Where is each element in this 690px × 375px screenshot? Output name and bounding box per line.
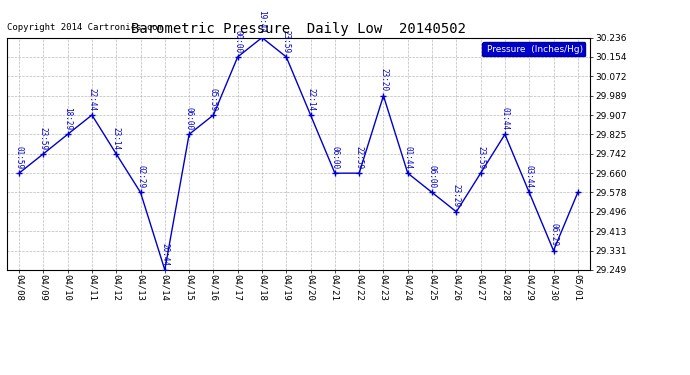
Text: 01:44: 01:44 — [500, 107, 509, 130]
Text: 02:29: 02:29 — [136, 165, 145, 188]
Title: Barometric Pressure  Daily Low  20140502: Barometric Pressure Daily Low 20140502 — [131, 22, 466, 36]
Text: 19:44: 19:44 — [257, 10, 266, 33]
Text: 06:00: 06:00 — [331, 146, 339, 169]
Text: 23:20: 23:20 — [379, 69, 388, 92]
Text: 01:44: 01:44 — [403, 146, 412, 169]
Text: 18:29: 18:29 — [63, 107, 72, 130]
Text: 23:59: 23:59 — [282, 30, 290, 53]
Text: 23:59: 23:59 — [476, 146, 485, 169]
Text: 22:44: 22:44 — [88, 88, 97, 111]
Text: 06:00: 06:00 — [428, 165, 437, 188]
Text: Copyright 2014 Cartronics.com: Copyright 2014 Cartronics.com — [7, 22, 163, 32]
Text: 05:59: 05:59 — [209, 88, 218, 111]
Text: 23:14: 23:14 — [112, 127, 121, 150]
Text: 06:29: 06:29 — [549, 223, 558, 246]
Text: 03:44: 03:44 — [524, 165, 534, 188]
Text: 01:59: 01:59 — [14, 146, 23, 169]
Text: 22:59: 22:59 — [355, 146, 364, 169]
Text: 00:00: 00:00 — [233, 30, 242, 53]
Legend: Pressure  (Inches/Hg): Pressure (Inches/Hg) — [482, 42, 585, 56]
Text: 23:29: 23:29 — [452, 184, 461, 208]
Text: 23:59: 23:59 — [39, 127, 48, 150]
Text: 20:44: 20:44 — [160, 243, 169, 266]
Text: 06:00: 06:00 — [185, 107, 194, 130]
Text: 22:14: 22:14 — [306, 88, 315, 111]
